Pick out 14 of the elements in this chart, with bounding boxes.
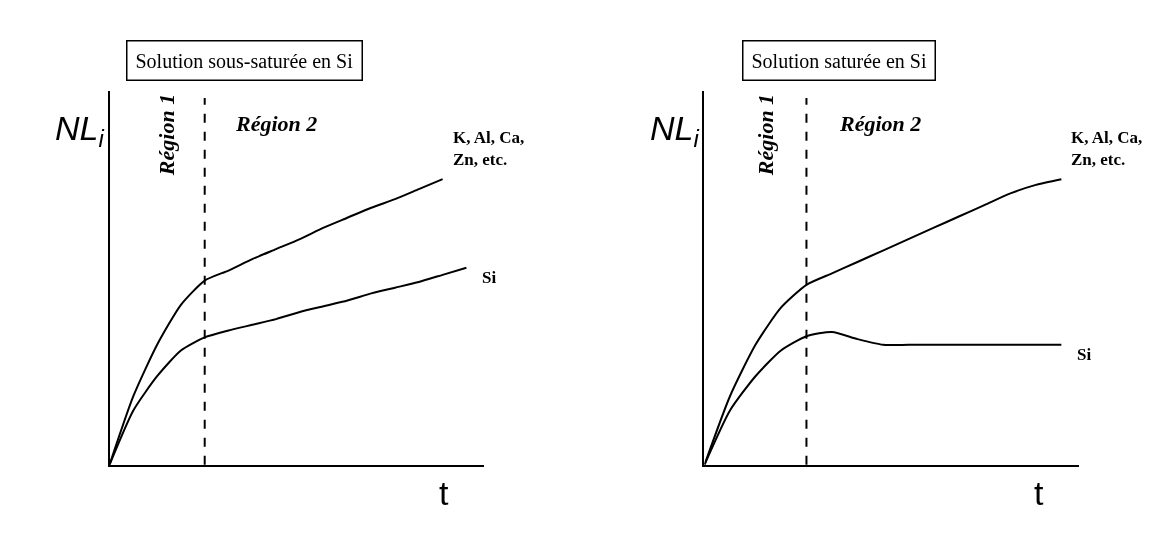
y-axis-title: NL$_{i}$ — [650, 109, 700, 153]
series-label: K, Al, Ca, Zn, etc. — [453, 128, 525, 170]
x-axis-title: t — [1034, 474, 1044, 512]
text: Région 2 — [839, 111, 922, 136]
chart-title: Solution sous-saturée en Si — [135, 49, 354, 72]
text: Région 1 — [753, 93, 779, 177]
series-label: Si — [1077, 345, 1092, 364]
series-label: K, Al, Ca, Zn, etc. — [1071, 128, 1143, 170]
text: Région 1 — [154, 93, 180, 177]
series-label: Si — [482, 268, 497, 287]
text: Région 2 — [235, 111, 318, 136]
chart-title: Solution saturée en Si — [751, 49, 927, 72]
x-axis-title: t — [439, 474, 449, 512]
y-axis-title: NL$_{i}$ — [55, 109, 105, 153]
